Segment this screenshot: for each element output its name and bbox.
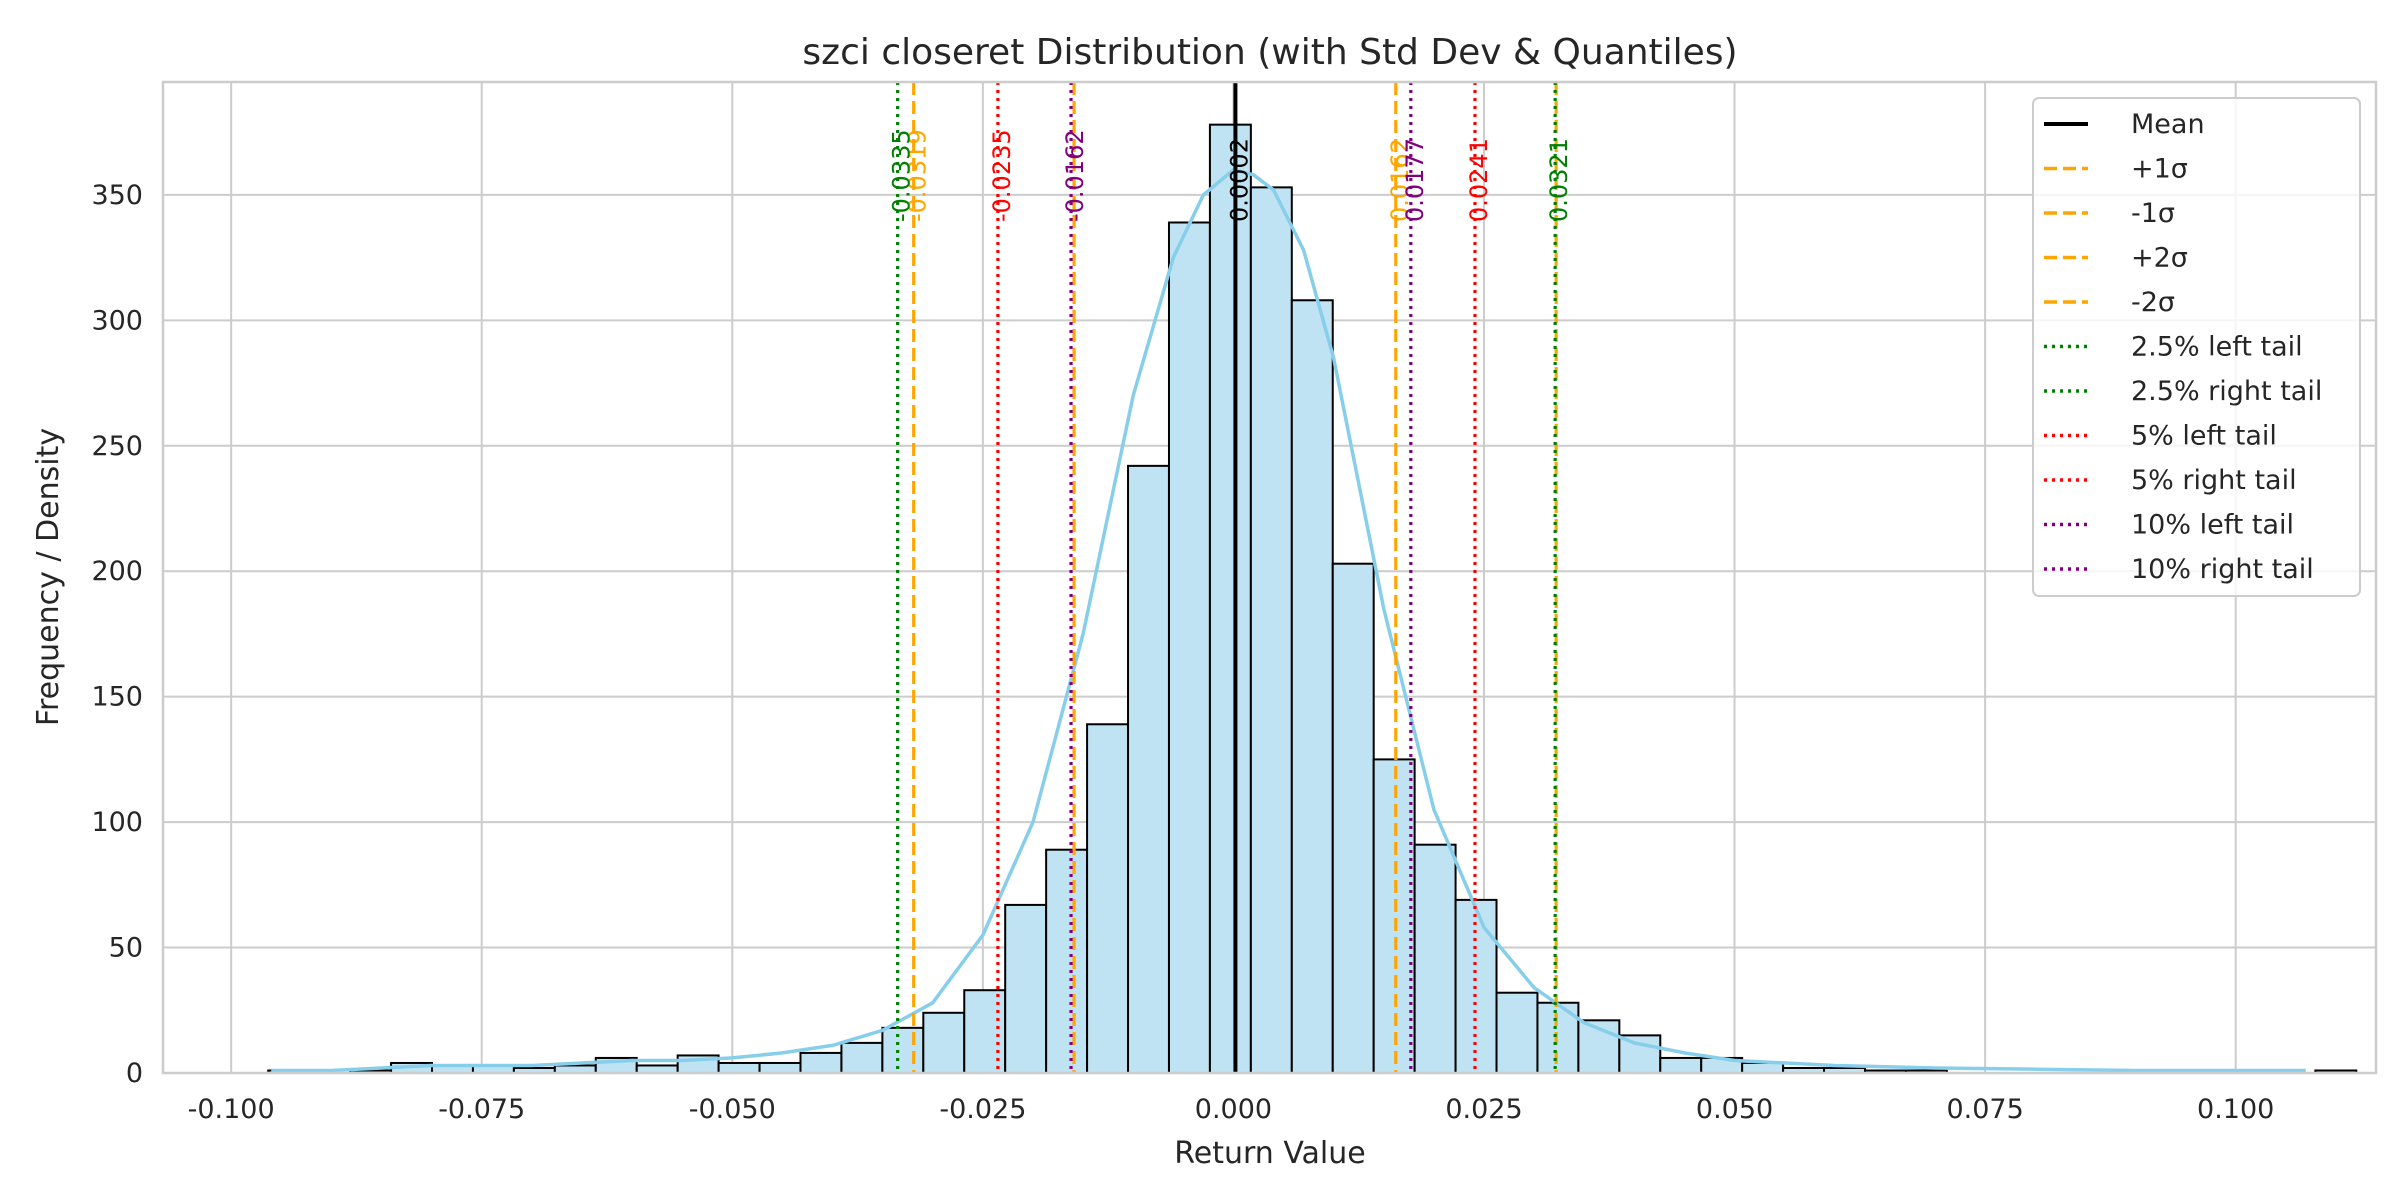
reference-line-label: -0.0335 [888, 129, 916, 222]
legend-label: 10% right tail [2131, 554, 2314, 585]
y-tick-label: 100 [91, 807, 143, 838]
reference-line-label: 0.0321 [1545, 138, 1573, 222]
legend-label: +2σ [2131, 243, 2188, 274]
histogram-bar [1127, 464, 1170, 1074]
histogram-bar [1208, 123, 1252, 1074]
histogram-bar [881, 1026, 925, 1074]
x-tick-label: -0.025 [939, 1094, 1026, 1125]
histogram-bar [922, 1011, 966, 1075]
y-tick-label: 250 [91, 431, 143, 462]
legend-label: -2σ [2131, 287, 2175, 318]
y-tick-label: 0 [126, 1058, 143, 1089]
reference-line-label: -0.0162 [1061, 129, 1089, 222]
legend-label: 2.5% left tail [2131, 332, 2303, 363]
x-axis-label: Return Value [1174, 1136, 1365, 1171]
reference-lines: 0.0002 0.0162 -0.0319-0.0335 0.0321 -0.0235 0… [888, 82, 1573, 1073]
legend-box [2032, 97, 2361, 597]
reference-line-label: -0.0235 [988, 129, 1016, 222]
x-tick-label: 0.075 [1946, 1094, 2023, 1125]
histogram-bar [1495, 991, 1539, 1074]
histogram-bar [1331, 562, 1375, 1075]
y-axis-label: Frequency / Density [31, 428, 66, 726]
legend-label: Mean [2131, 109, 2205, 140]
histogram-bar [1659, 1056, 1703, 1074]
y-tick-label: 150 [91, 682, 143, 713]
x-tick-label: 0.050 [1696, 1094, 1773, 1125]
histogram-bar [1413, 843, 1457, 1074]
histogram-bar [1086, 723, 1130, 1075]
kde-line [271, 168, 2306, 1073]
legend-label: 5% right tail [2131, 465, 2297, 496]
x-tick-label: 0.000 [1195, 1094, 1272, 1125]
histogram-bar [1004, 903, 1048, 1074]
histogram-bar [1290, 299, 1334, 1074]
legend-items: Mean +1σ -1σ +2σ -2σ 2.5% left tail 2.5% right… [2044, 109, 2322, 585]
legend-label: -1σ [2131, 198, 2175, 229]
x-tick-label: -0.050 [689, 1094, 776, 1125]
reference-line-label: 0.0162 [1386, 138, 1414, 222]
histogram-bar [1741, 1061, 1785, 1075]
y-tick-label: 200 [91, 556, 143, 587]
axis-ticks: -0.100 -0.075 -0.050 -0.025 0.000 0.025 0.050 0… [91, 180, 2274, 1125]
legend-label: 2.5% right tail [2131, 376, 2322, 407]
x-tick-label: -0.100 [188, 1094, 275, 1125]
histogram-bar [717, 1061, 761, 1075]
reference-line-label: 0.0002 [1225, 138, 1253, 222]
x-tick-label: -0.075 [438, 1094, 525, 1125]
histogram-bar [1045, 848, 1089, 1074]
y-tick-label: 350 [91, 180, 143, 211]
histogram-bar [1249, 186, 1293, 1075]
kde-curve [271, 168, 2306, 1073]
y-tick-label: 50 [109, 933, 143, 964]
legend-label: 5% left tail [2131, 421, 2277, 452]
histogram-bar [1167, 221, 1211, 1074]
legend-label: 10% left tail [2131, 510, 2294, 541]
legend: Mean +1σ -1σ +2σ -2σ 2.5% left tail 2.5% right… [2032, 97, 2361, 597]
reference-line-label: 0.0241 [1465, 138, 1493, 222]
legend-label: +1σ [2131, 154, 2188, 185]
reference-line-label: 0.0177 [1401, 138, 1429, 222]
x-tick-label: 0.100 [2197, 1094, 2274, 1125]
histogram-bar [1618, 1034, 1662, 1074]
histogram-bar [799, 1051, 843, 1074]
histogram-bar [1372, 758, 1416, 1074]
histogram-bar [758, 1061, 802, 1075]
x-tick-label: 0.025 [1445, 1094, 1522, 1125]
reference-line-label: -0.0319 [904, 129, 932, 222]
plot-frame [161, 80, 2378, 1075]
histogram-bar [840, 1041, 884, 1075]
chart-title: szci closeret Distribution (with Std Dev… [802, 32, 1737, 73]
y-tick-label: 300 [91, 305, 143, 336]
